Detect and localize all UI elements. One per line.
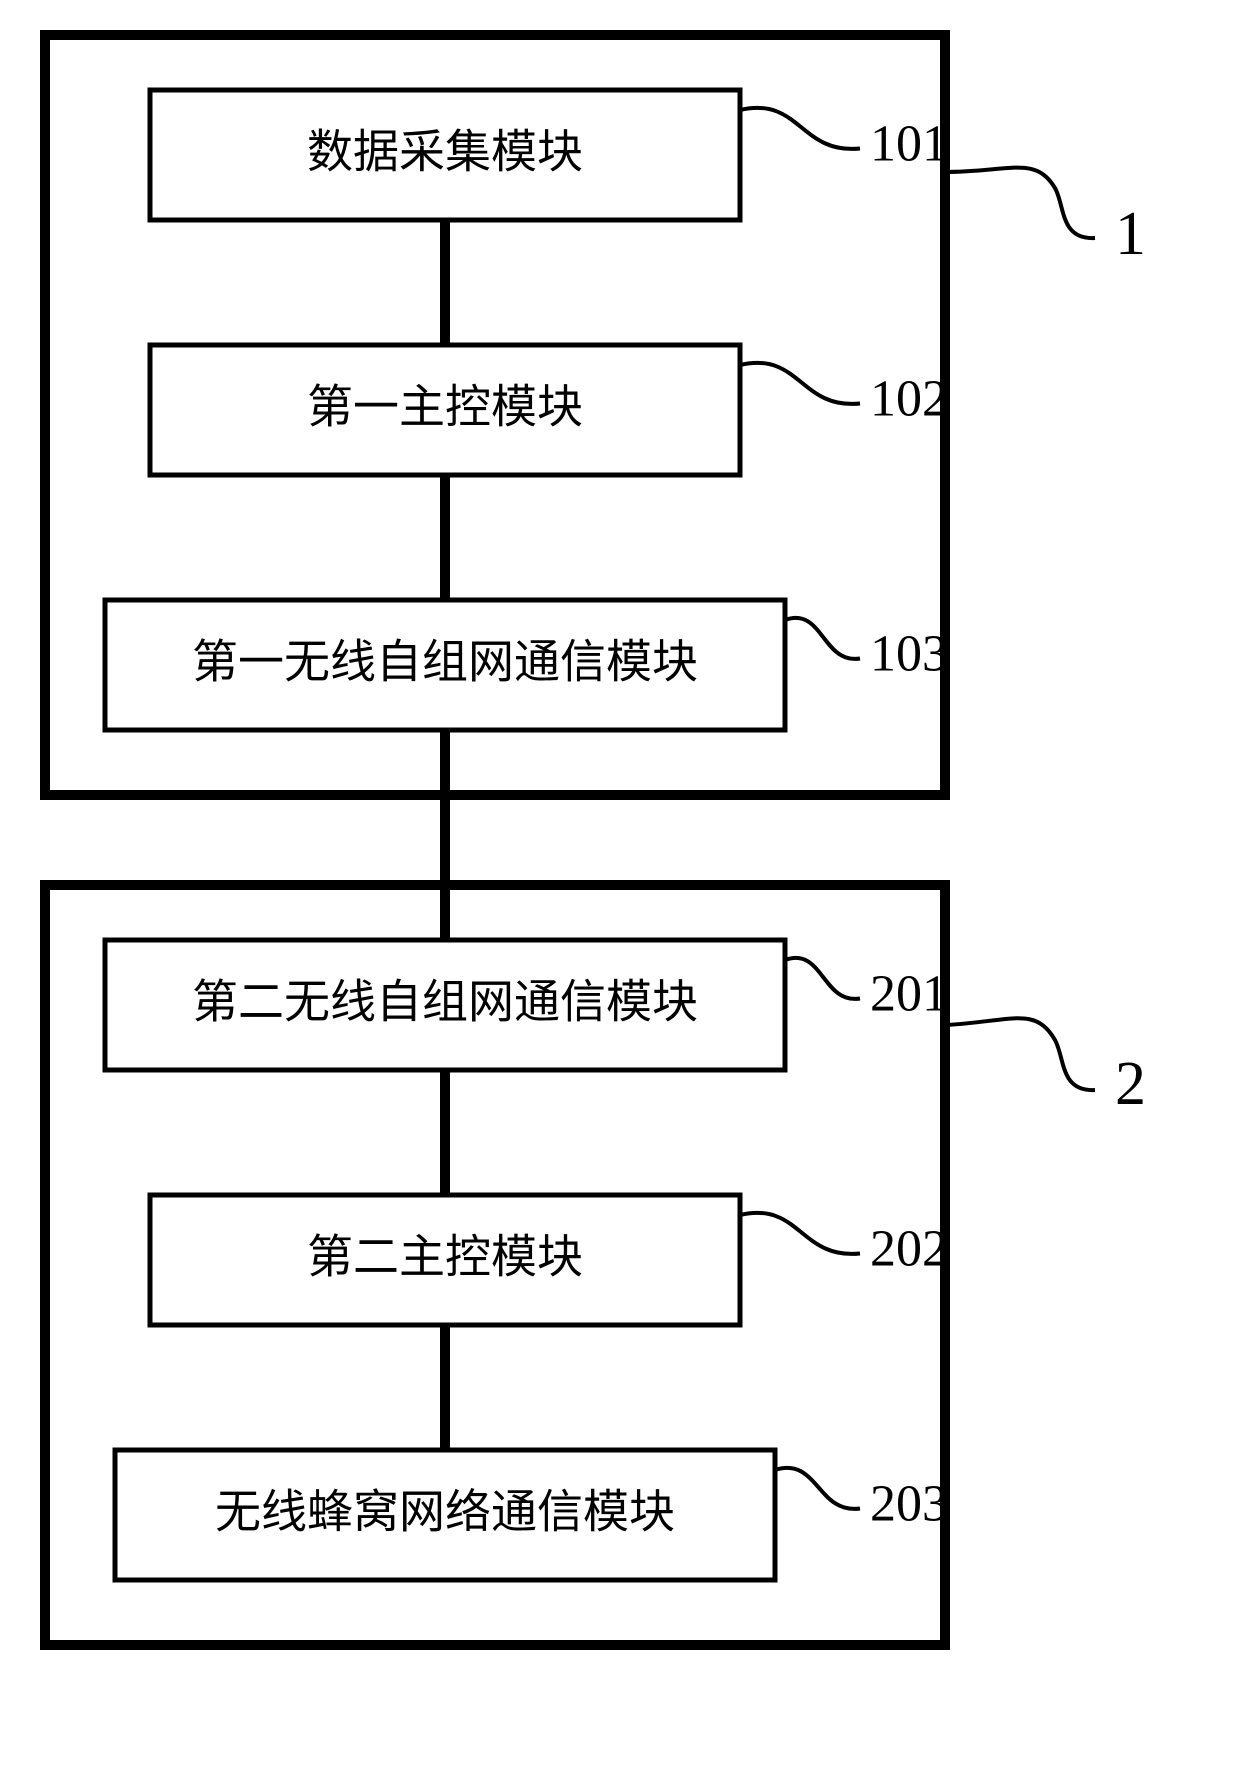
leader-line <box>785 618 860 659</box>
module-label: 第二无线自组网通信模块 <box>192 977 698 1028</box>
leader-line <box>775 1468 860 1509</box>
node-ref-number: 202 <box>870 1220 948 1277</box>
module-label: 无线蜂窝网络通信模块 <box>215 1487 675 1538</box>
node-ref-number: 101 <box>870 115 948 172</box>
leader-line <box>740 108 860 149</box>
leader-line <box>785 958 860 999</box>
module-label: 第一无线自组网通信模块 <box>192 637 698 688</box>
group-ref-number: 2 <box>1115 1050 1146 1118</box>
group-ref-number: 1 <box>1115 200 1146 268</box>
module-label: 数据采集模块 <box>307 127 583 178</box>
leader-line <box>945 168 1095 238</box>
leader-line <box>740 363 860 404</box>
node-ref-number: 102 <box>870 370 948 427</box>
node-ref-number: 203 <box>870 1475 948 1532</box>
module-label: 第一主控模块 <box>307 382 583 433</box>
module-label: 第二主控模块 <box>307 1232 583 1283</box>
leader-line <box>740 1213 860 1254</box>
block-diagram: 1 2 数据采集模块 101 第一主控模块 102 第一无线自组网通信模块 103 第二无线自组… <box>0 0 1240 1781</box>
node-ref-number: 103 <box>870 625 948 682</box>
node-ref-number: 201 <box>870 965 948 1022</box>
leader-line <box>945 1018 1095 1090</box>
